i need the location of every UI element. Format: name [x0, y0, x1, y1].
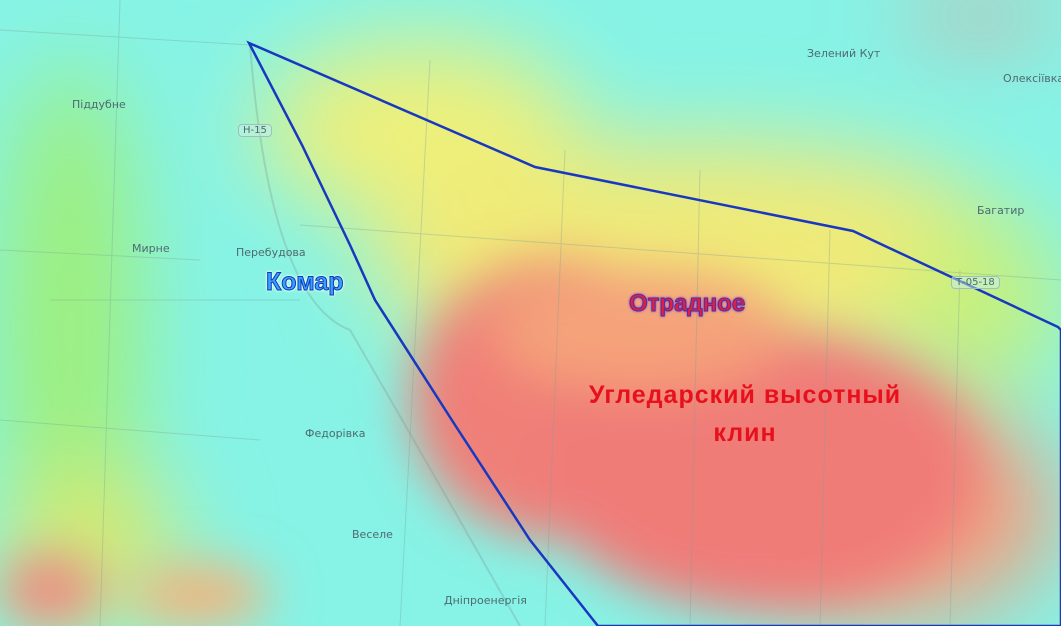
place-label: Федорівка [305, 427, 366, 440]
wedge-outline [246, 40, 1061, 626]
place-label: Піддубне [72, 98, 126, 111]
place-label: Мирне [132, 242, 170, 255]
place-label: Зелений Кут [807, 47, 881, 60]
wedge-title-line2: клин [713, 419, 777, 447]
place-label: Олексіївка [1003, 72, 1061, 85]
wedge-title: Угледарский высотный клин [540, 376, 950, 452]
elevation-layer-high [0, 260, 980, 625]
place-label: Дніпроенергія [444, 594, 527, 607]
place-label: Перебудова [236, 246, 306, 259]
wedge-title-line1: Угледарский высотный [588, 381, 902, 409]
road-badge: Н-15 [238, 124, 272, 137]
place-label: Багатир [977, 204, 1025, 217]
road-badge: Т-05-18 [951, 276, 1000, 289]
place-label: Веселе [352, 528, 393, 541]
komar-label: Комар [266, 268, 345, 297]
otradnoe-label: Отрадное [628, 290, 746, 318]
